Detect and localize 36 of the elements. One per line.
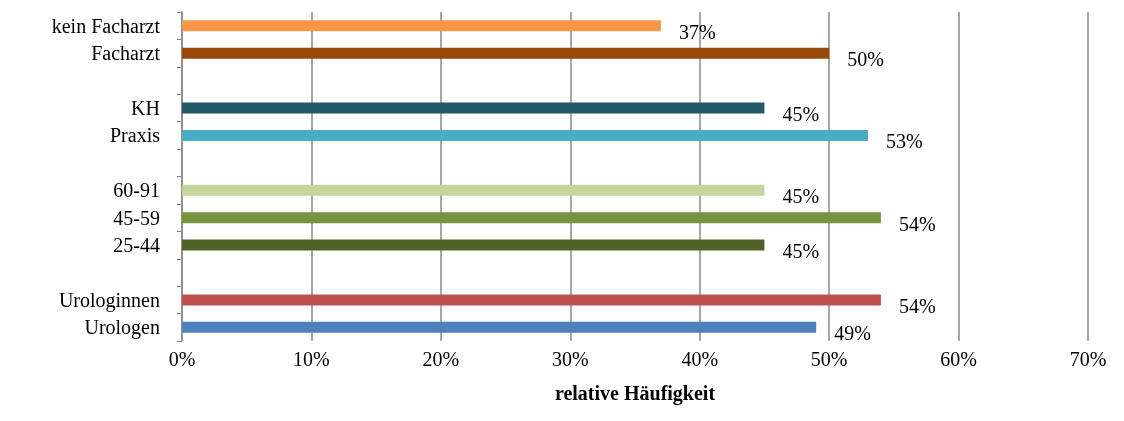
data-label: 54%: [898, 294, 936, 317]
y-tick-label: Urologinnen: [58, 288, 160, 312]
x-tick-label: 0%: [168, 348, 196, 370]
x-tick-label: 20%: [422, 348, 460, 370]
y-tick-label: 45-59: [113, 206, 160, 229]
y-tick-label: 60-91: [113, 179, 160, 202]
y-tick-label: KH: [131, 96, 160, 119]
data-label: 50%: [847, 48, 884, 71]
y-tick-label: Facharzt: [91, 42, 161, 65]
bar: [182, 20, 661, 32]
y-tick-label: kein Facharzt: [51, 14, 161, 37]
data-label: 54%: [898, 212, 936, 235]
x-tick-label: 50%: [810, 348, 848, 370]
data-label: 53%: [885, 130, 923, 153]
bar: [182, 102, 765, 114]
bar: [182, 47, 830, 59]
x-tick-label: 60%: [940, 348, 977, 370]
data-label: 37%: [678, 20, 716, 43]
x-tick-label: 10%: [293, 348, 330, 370]
bar: [182, 184, 765, 196]
data-label: 45%: [782, 240, 820, 263]
x-axis-title: relative Häufigkeit: [554, 382, 716, 405]
y-tick-label: Urologen: [84, 316, 160, 340]
data-label: 49%: [834, 322, 871, 345]
data-label: 45%: [782, 185, 820, 208]
y-tick-label: Praxis: [110, 124, 161, 147]
bar: [182, 129, 868, 141]
y-tick-label: 25-44: [113, 234, 160, 257]
data-label: 45%: [782, 102, 820, 125]
bar: [182, 239, 765, 251]
x-tick-label: 70%: [1069, 348, 1107, 370]
x-tick-label: 40%: [681, 348, 719, 370]
x-tick-label: 30%: [551, 348, 589, 370]
bar: [182, 294, 881, 306]
bar: [182, 212, 881, 224]
bar: [182, 321, 817, 333]
